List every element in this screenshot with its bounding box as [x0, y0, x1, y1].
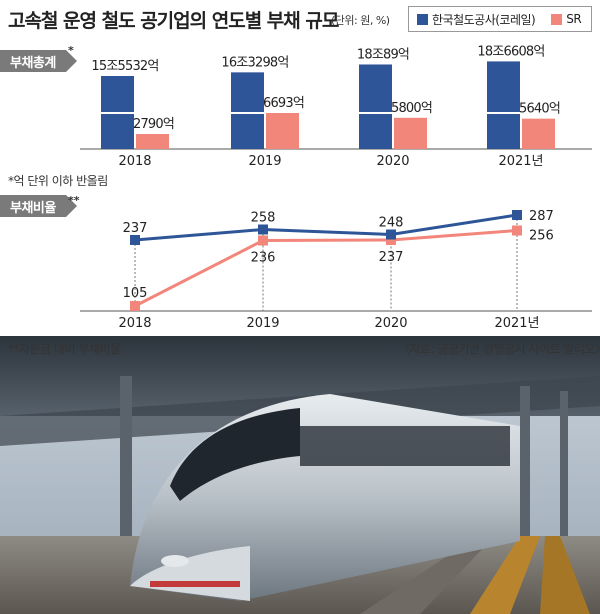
point-sr-1 [258, 235, 268, 246]
bar-korail-1 [231, 72, 264, 149]
chart-title: 고속철 운영 철도 공기업의 연도별 부채 규모 [8, 10, 339, 32]
value-label-sr-1: 236 [251, 251, 276, 266]
section-mark-debt-ratio: ** [68, 194, 80, 207]
point-korail-1 [258, 224, 268, 235]
legend-sr-label: SR [566, 12, 582, 26]
bar-sr-1 [266, 113, 299, 149]
bar-sr-2 [394, 117, 427, 149]
value-label-korail-1: 258 [251, 211, 276, 226]
value-label-korail-3: 287 [529, 209, 554, 224]
legend-sr-swatch [551, 13, 563, 25]
line-category-2: 2020 [374, 316, 407, 331]
point-korail-0 [130, 235, 140, 245]
bar-label-sr-2: 5800억 [391, 101, 432, 116]
value-label-sr-2: 237 [379, 250, 404, 265]
note-ratio-definition: **자본금 대비 부채비율 [8, 342, 121, 356]
line-sr [134, 229, 518, 308]
bar-label-korail-1: 16조3298억 [221, 55, 288, 70]
line-category-0: 2018 [118, 316, 151, 331]
bar-category-1: 2019 [248, 154, 281, 169]
bar-label-sr-0: 2790억 [133, 117, 174, 132]
section-tag-debt-total: 부채총계 [0, 50, 77, 72]
value-label-korail-0: 237 [123, 221, 148, 236]
line-korail [134, 213, 518, 242]
point-sr-0 [130, 301, 140, 311]
legend-korail-swatch [417, 13, 428, 25]
legend-korail-label: 한국철도공사(코레일) [432, 12, 536, 27]
bar-sr-0 [136, 133, 169, 149]
point-sr-2 [386, 235, 396, 245]
bar-korail-2 [359, 64, 392, 149]
line-category-1: 2019 [246, 316, 279, 331]
debt-total-bar-chart: 15조5532억 2790억 2018 16조3298억 6693억 2019 18조89억… [80, 44, 592, 169]
bar-korail-3 [487, 61, 520, 149]
bar-category-0: 2018 [118, 154, 151, 169]
point-korail-2 [386, 229, 396, 240]
value-label-sr-0: 105 [123, 286, 148, 301]
ktx-train-photo [0, 336, 600, 614]
point-sr-3 [512, 225, 522, 236]
bar-label-korail-2: 18조89억 [357, 47, 409, 62]
bar-category-3: 2021년 [498, 154, 543, 169]
debt-ratio-line-chart: 237 105 2018 258 236 2019 248 237 2020 287 256 2021… [80, 209, 592, 331]
section-tag-debt-ratio: 부채비율 [0, 195, 77, 217]
section-tag-debt-total-label: 부채총계 [10, 55, 56, 71]
section-mark-debt-total: * [68, 44, 74, 57]
bar-sr-3 [522, 118, 555, 149]
section-tag-debt-ratio-label: 부채비율 [10, 200, 56, 216]
bar-label-sr-1: 6693억 [263, 96, 304, 111]
bar-label-sr-3: 5640억 [519, 102, 560, 117]
bar-category-2: 2020 [376, 154, 409, 169]
value-label-korail-2: 248 [379, 216, 404, 231]
point-korail-3 [512, 210, 522, 220]
note-rounding: *억 단위 이하 반올림 [8, 174, 108, 188]
legend: 한국철도공사(코레일) SR [408, 6, 592, 32]
bar-label-korail-3: 18조6608억 [477, 44, 544, 59]
bar-label-korail-0: 15조5532억 [91, 59, 158, 74]
source-note: 〈자료: 공공기관 경영공시 사이트 알리오〉 [398, 342, 600, 356]
unit-label: (단위: 원, %) [331, 14, 390, 27]
line-category-3: 2021년 [494, 316, 539, 331]
value-label-sr-3: 256 [529, 229, 554, 244]
